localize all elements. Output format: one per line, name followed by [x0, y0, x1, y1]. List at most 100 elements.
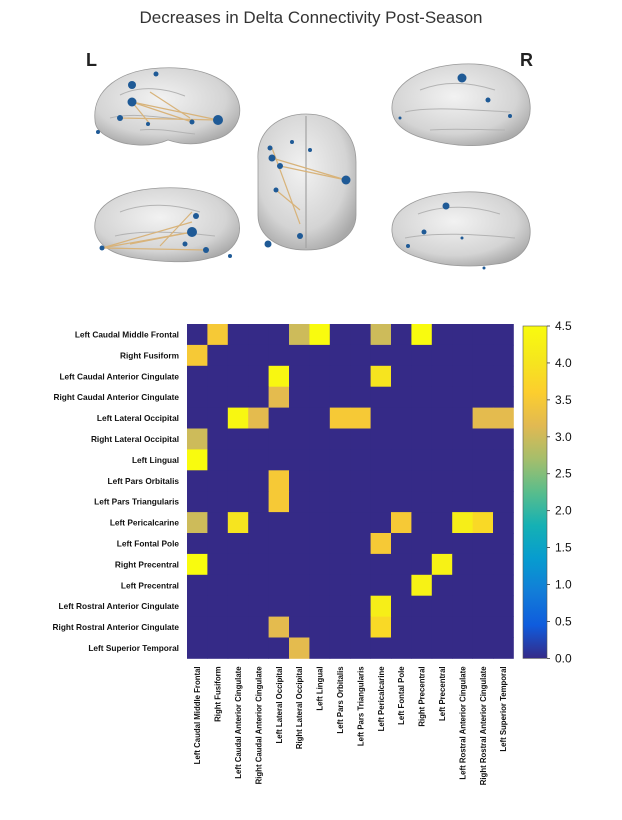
heatmap-cell	[329, 491, 351, 513]
heatmap-cell	[187, 407, 208, 429]
row-label: Left Precentral	[121, 580, 179, 590]
column-label: Left Caudal Anterior Cingulate	[234, 666, 243, 779]
heatmap-cell	[452, 470, 473, 492]
row-label: Left Superior Temporal	[88, 643, 179, 653]
heatmap-cell	[493, 428, 514, 450]
heatmap-cell	[309, 553, 331, 576]
heatmap-cell	[227, 365, 249, 388]
heatmap-cell	[452, 595, 473, 617]
heatmap-cell	[370, 491, 392, 513]
heatmap-cell	[350, 512, 371, 534]
heatmap-cell	[207, 324, 229, 346]
heatmap-cell	[187, 637, 208, 659]
heatmap-cell	[309, 324, 331, 346]
heatmap-cell	[452, 574, 473, 597]
colorbar-tick-label: 2.0	[555, 504, 572, 518]
column-label: Left Lateral Occipital	[275, 666, 284, 743]
heatmap-cell	[452, 344, 473, 367]
heatmap-cell	[411, 491, 433, 513]
heatmap-cell	[370, 407, 392, 429]
heatmap-cell	[329, 344, 351, 367]
colorbar-tick-label: 4.0	[555, 356, 572, 370]
row-label: Left Fontal Pole	[117, 538, 180, 548]
heatmap-cell	[370, 616, 392, 638]
heatmap-cell	[329, 512, 351, 534]
heatmap-cell	[248, 470, 269, 492]
heatmap-cell	[472, 574, 494, 597]
heatmap-cell	[370, 324, 392, 346]
connectivity-heatmap: Left Caudal Middle Frontal Right Fusiform…	[53, 319, 572, 785]
heatmap-cell	[187, 365, 208, 388]
heatmap-cell	[493, 407, 514, 429]
heatmap-cell	[309, 595, 331, 617]
heatmap-cell	[391, 574, 412, 597]
heatmap-cell	[391, 407, 412, 429]
heatmap-cell	[391, 616, 412, 638]
heatmap-cell	[493, 512, 514, 534]
heatmap-cell	[370, 512, 392, 534]
colorbar-tick-label: 0.5	[555, 614, 572, 628]
heatmap-cell	[207, 533, 229, 555]
heatmap-cell	[472, 491, 494, 513]
heatmap-cell	[289, 449, 310, 471]
heatmap-cell	[452, 428, 473, 450]
heatmap-cell	[411, 533, 433, 555]
column-label: Right Precentral	[418, 666, 427, 726]
heatmap-cell	[350, 344, 371, 367]
heatmap-cell	[289, 574, 310, 597]
heatmap-cell	[472, 533, 494, 555]
heatmap-cell	[289, 553, 310, 576]
heatmap-cell	[329, 449, 351, 471]
heatmap-cell	[391, 512, 412, 534]
heatmap-cell	[411, 637, 433, 659]
heatmap-cell	[431, 491, 453, 513]
colorbar-tick-label: 1.0	[555, 578, 572, 592]
heatmap-cell	[289, 491, 310, 513]
heatmap-cell	[431, 407, 453, 429]
heatmap-cell	[493, 533, 514, 555]
heatmap-cell	[309, 365, 331, 388]
heatmap-cell	[370, 533, 392, 555]
heatmap-cell	[187, 428, 208, 450]
heatmap-cell	[452, 553, 473, 576]
heatmap-cell	[472, 324, 494, 346]
heatmap-cell	[227, 553, 249, 576]
colorbar-tick-label: 4.5	[555, 319, 572, 333]
heatmap-cell	[187, 491, 208, 513]
heatmap-cell	[227, 512, 249, 534]
heatmap-cell	[227, 324, 249, 346]
heatmap-cell	[431, 512, 453, 534]
row-label: Right Fusiform	[120, 350, 179, 360]
heatmap-cell	[370, 449, 392, 471]
heatmap-cell	[187, 595, 208, 617]
heatmap-cell	[289, 365, 310, 388]
heatmap-cell	[268, 533, 290, 555]
heatmap-cell	[309, 616, 331, 638]
column-label: Left Lingual	[316, 666, 325, 710]
brain-left-lateral	[94, 67, 240, 146]
heatmap-cell	[411, 616, 433, 638]
heatmap-cell	[411, 324, 433, 346]
heatmap-cell	[248, 553, 269, 576]
heatmap-cell	[391, 428, 412, 450]
heatmap-cell	[493, 449, 514, 471]
heatmap-cell	[493, 616, 514, 638]
heatmap-cell	[370, 470, 392, 492]
heatmap-cell	[227, 428, 249, 450]
heatmap-cell	[268, 449, 290, 471]
heatmap-cell	[472, 344, 494, 367]
heatmap-cell	[207, 407, 229, 429]
heatmap-cell	[268, 491, 290, 513]
heatmap-cell	[227, 574, 249, 597]
heatmap-cell	[329, 428, 351, 450]
row-label: Left Pars Triangularis	[94, 497, 179, 507]
heatmap-cell	[391, 637, 412, 659]
heatmap-cell	[207, 365, 229, 388]
column-label: Left Caudal Middle Frontal	[193, 666, 202, 764]
heatmap-cell	[493, 344, 514, 367]
colorbar-tick-label: 0.0	[555, 651, 572, 665]
right-hemisphere-label: R	[520, 50, 533, 70]
brain-renderings	[94, 63, 531, 270]
heatmap-cell	[207, 344, 229, 367]
heatmap-cell	[268, 324, 290, 346]
